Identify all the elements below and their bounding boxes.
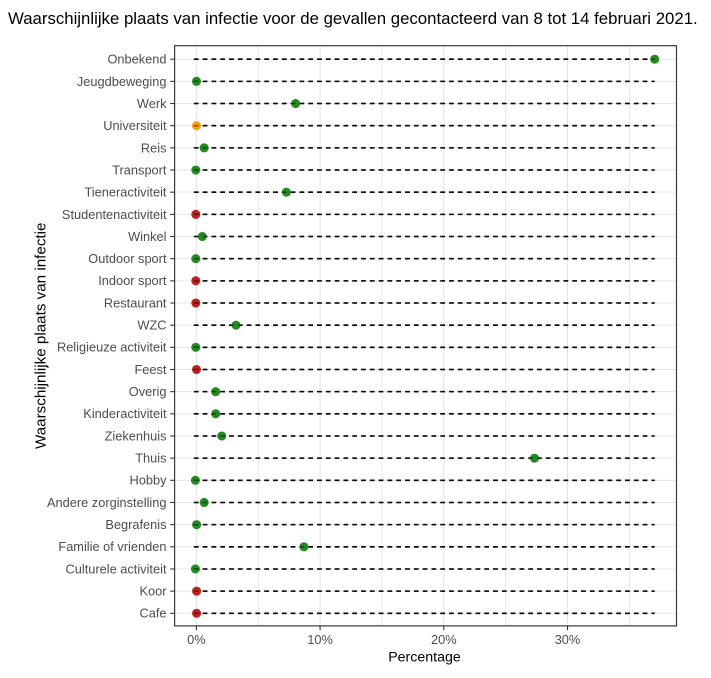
svg-text:Tieneractiviteit: Tieneractiviteit	[84, 185, 166, 200]
svg-text:Percentage: Percentage	[388, 649, 461, 665]
svg-text:30%: 30%	[555, 632, 581, 647]
svg-text:Andere zorginstelling: Andere zorginstelling	[47, 495, 167, 510]
svg-text:Cafe: Cafe	[139, 606, 166, 621]
svg-text:Outdoor sport: Outdoor sport	[88, 251, 167, 266]
svg-text:20%: 20%	[431, 632, 457, 647]
svg-text:WZC: WZC	[137, 318, 166, 333]
svg-text:Jeugdbeweging: Jeugdbeweging	[77, 74, 167, 89]
svg-text:Hobby: Hobby	[130, 473, 168, 488]
svg-text:Reis: Reis	[141, 140, 167, 155]
svg-text:Onbekend: Onbekend	[107, 52, 166, 67]
svg-text:Overig: Overig	[129, 384, 167, 399]
svg-text:Koor: Koor	[139, 584, 167, 599]
svg-text:Religieuze activiteit: Religieuze activiteit	[57, 340, 167, 355]
svg-text:Werk: Werk	[137, 96, 167, 111]
svg-text:10%: 10%	[307, 632, 333, 647]
svg-text:Transport: Transport	[112, 162, 167, 177]
svg-text:Culturele activiteit: Culturele activiteit	[66, 561, 167, 576]
svg-text:Kinderactiviteit: Kinderactiviteit	[83, 406, 167, 421]
svg-text:Restaurant: Restaurant	[104, 295, 167, 310]
svg-text:0%: 0%	[187, 632, 206, 647]
svg-text:Thuis: Thuis	[135, 451, 166, 466]
svg-text:Studentenactiviteit: Studentenactiviteit	[62, 207, 167, 222]
svg-text:Waarschijnlijke plaats van inf: Waarschijnlijke plaats van infectie voor…	[8, 9, 698, 28]
svg-text:Winkel: Winkel	[128, 229, 166, 244]
svg-text:Begrafenis: Begrafenis	[105, 517, 166, 532]
svg-text:Feest: Feest	[134, 362, 166, 377]
svg-text:Universiteit: Universiteit	[103, 118, 167, 133]
svg-text:Familie of vrienden: Familie of vrienden	[58, 539, 166, 554]
svg-text:Indoor sport: Indoor sport	[98, 273, 167, 288]
svg-text:Ziekenhuis: Ziekenhuis	[105, 428, 167, 443]
svg-text:Waarschijnlijke plaats van inf: Waarschijnlijke plaats van infectie	[32, 223, 49, 450]
